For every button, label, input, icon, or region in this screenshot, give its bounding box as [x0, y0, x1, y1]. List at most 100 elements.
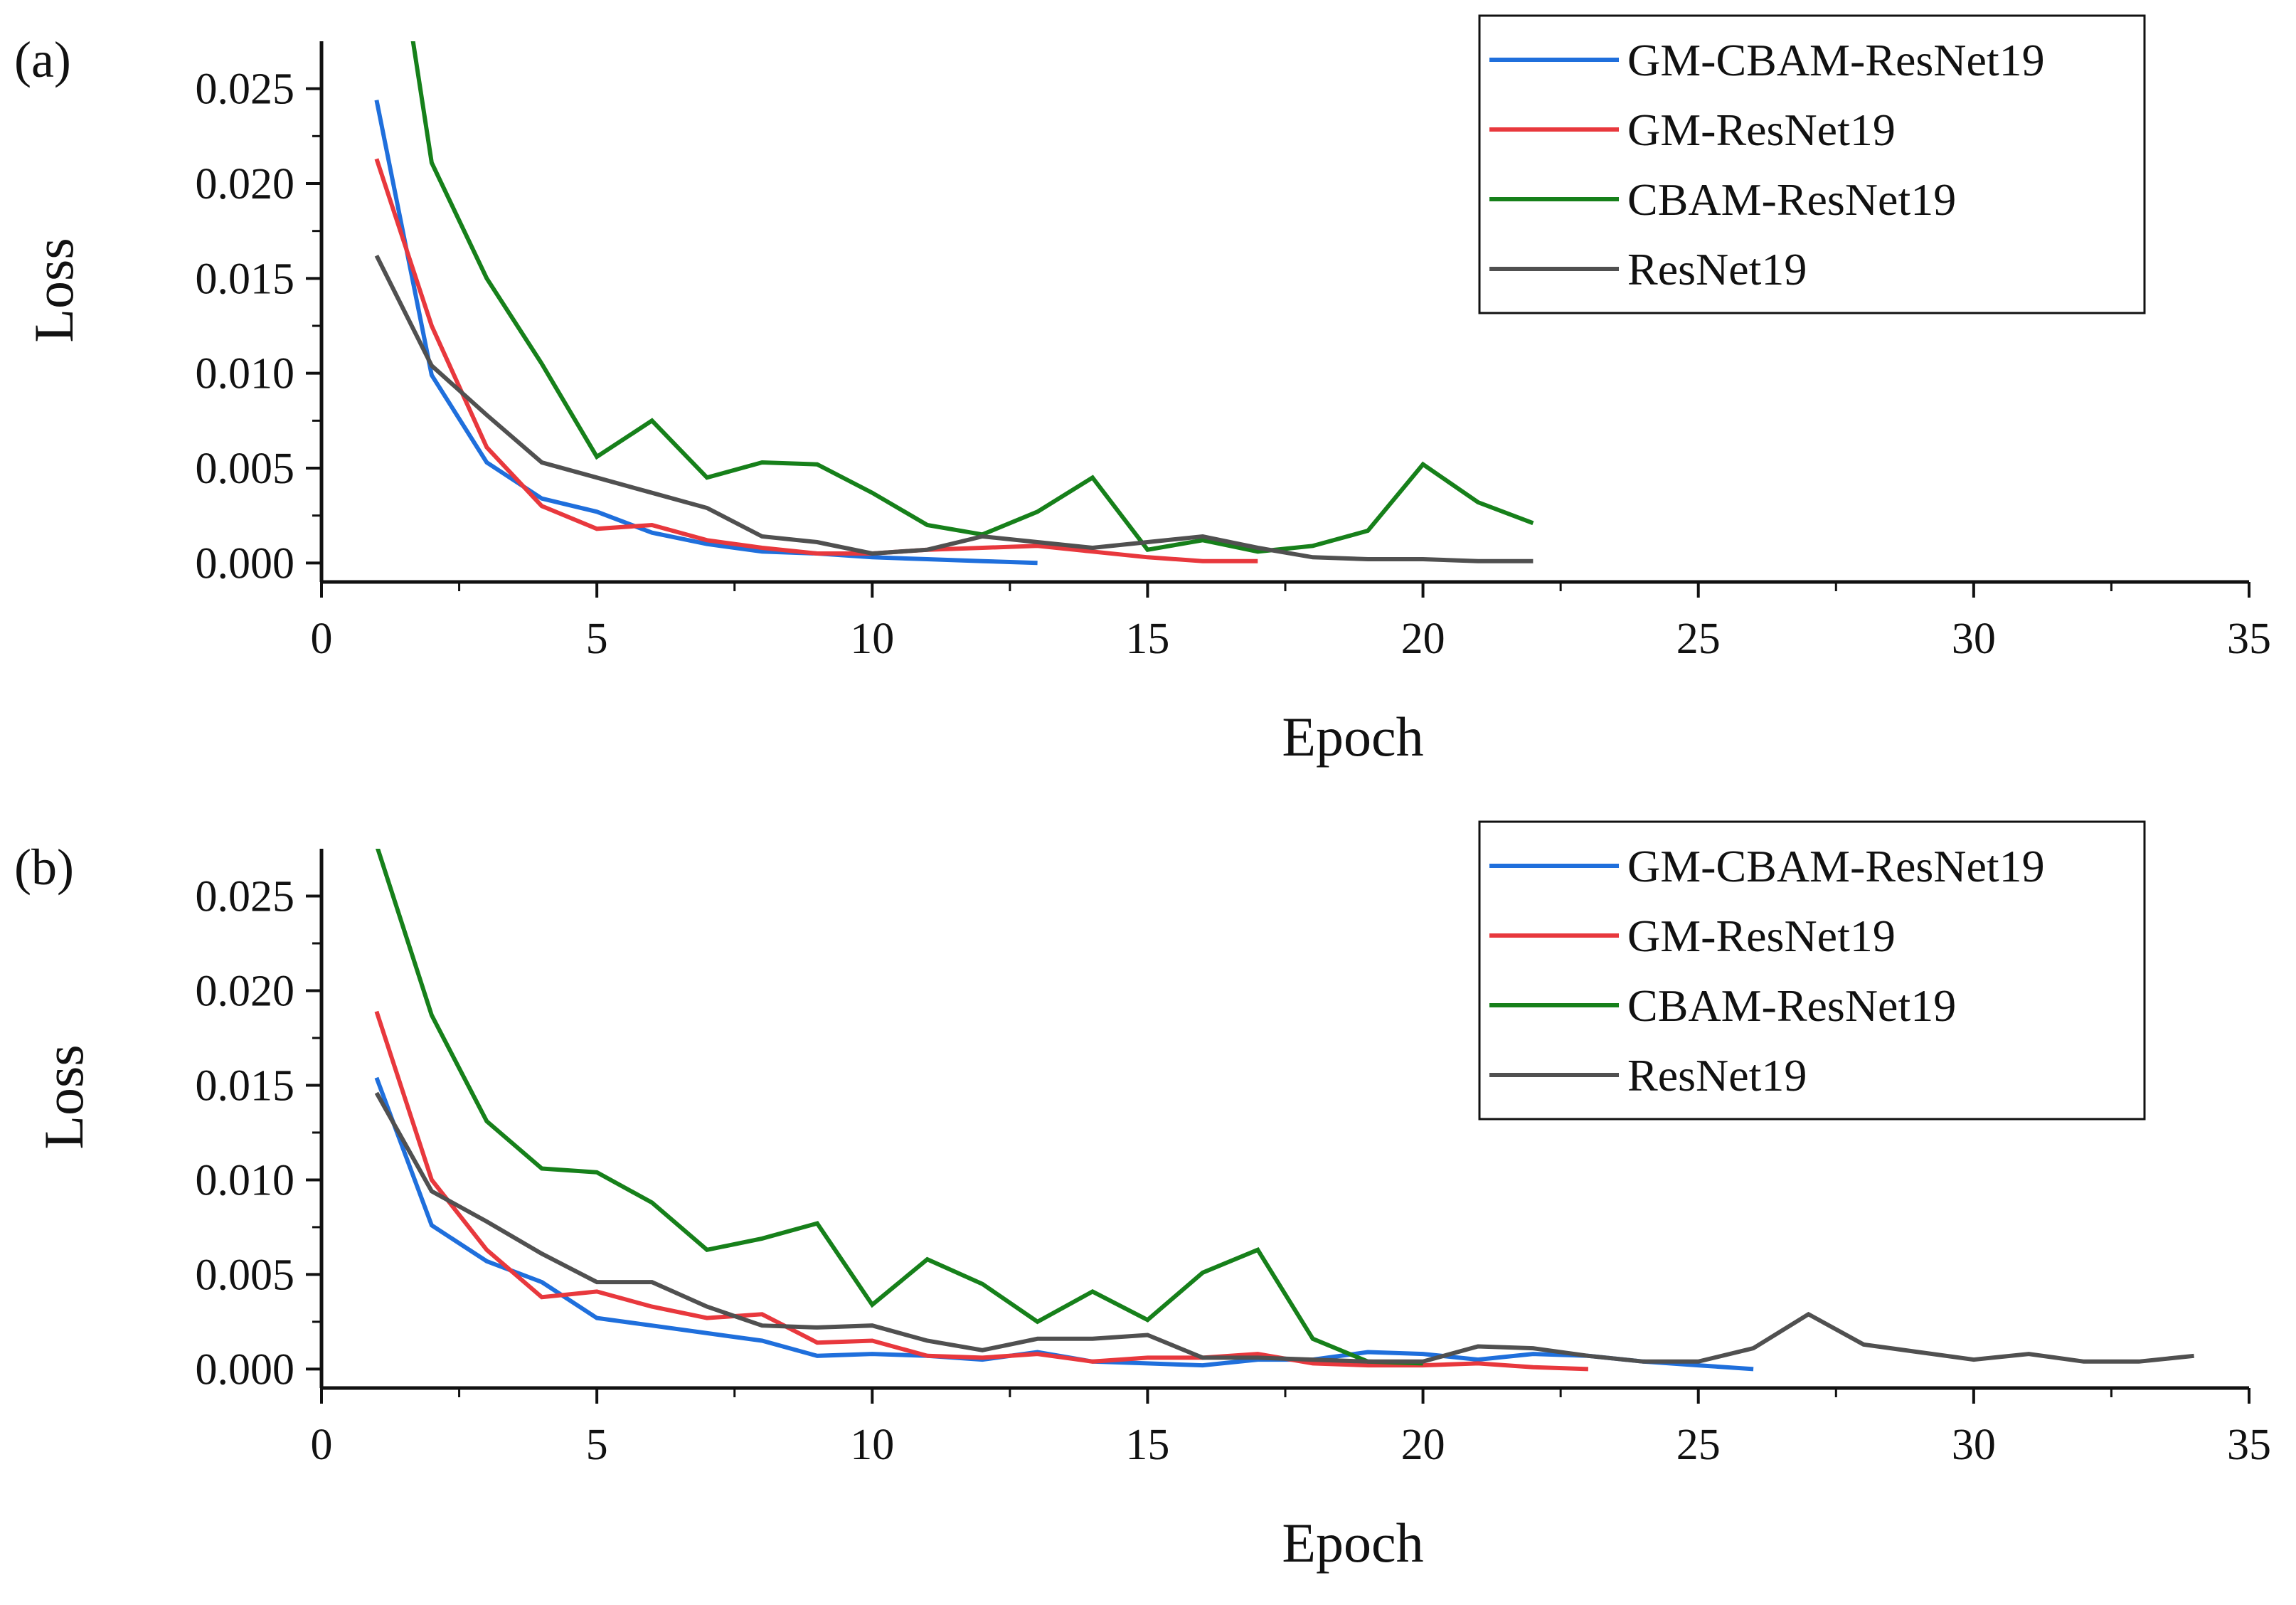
data-point-gm-resnet19: [1090, 1360, 1095, 1364]
data-point-gm-cbam-resnet19: [595, 1316, 599, 1320]
series-line-gm-resnet19: [374, 158, 1258, 563]
data-point-resnet19: [760, 1323, 764, 1328]
y-tick-label: 0.010: [196, 350, 295, 398]
x-tick-label: 10: [850, 1421, 894, 1469]
data-point-resnet19: [1201, 1355, 1205, 1360]
legend-label-cbam-resnet19: CBAM-ResNet19: [1627, 174, 1956, 225]
data-point-cbam-resnet19: [1476, 500, 1480, 504]
x-tick-label: 25: [1676, 615, 1721, 663]
data-point-gm-cbam-resnet19: [870, 1352, 874, 1356]
data-point-resnet19: [374, 253, 378, 258]
data-point-gm-cbam-resnet19: [430, 373, 434, 377]
x-tick-label: 15: [1125, 1421, 1169, 1469]
data-point-gm-cbam-resnet19: [430, 1223, 434, 1227]
data-point-cbam-resnet19: [705, 1248, 709, 1252]
data-point-gm-cbam-resnet19: [760, 1339, 764, 1343]
data-point-resnet19: [2192, 1354, 2196, 1358]
data-point-cbam-resnet19: [925, 1257, 930, 1261]
plot-area: [374, 41, 1535, 566]
data-point-gm-cbam-resnet19: [1145, 1361, 1149, 1365]
data-point-gm-resnet19: [430, 1177, 434, 1182]
data-point-gm-resnet19: [374, 1010, 378, 1014]
data-point-resnet19: [484, 413, 489, 417]
y-tick-label: 0.010: [196, 1156, 295, 1204]
data-point-gm-resnet19: [1531, 1365, 1535, 1370]
series-line-resnet19: [374, 1091, 2194, 1364]
data-point-gm-resnet19: [374, 157, 378, 161]
data-point-cbam-resnet19: [430, 161, 434, 165]
series-line-cbam-resnet19: [410, 41, 1534, 554]
data-point-gm-resnet19: [705, 1316, 709, 1320]
data-point-cbam-resnet19: [1145, 1318, 1149, 1322]
data-point-gm-resnet19: [540, 1295, 544, 1299]
data-point-gm-cbam-resnet19: [1696, 1363, 1701, 1367]
data-point-gm-cbam-resnet19: [980, 559, 984, 563]
data-point-cbam-resnet19: [815, 1222, 819, 1226]
data-point-gm-resnet19: [980, 1355, 984, 1360]
data-point-gm-cbam-resnet19: [1476, 1357, 1480, 1362]
data-point-resnet19: [1311, 555, 1315, 559]
legend-label-gm-cbam-resnet19: GM-CBAM-ResNet19: [1627, 35, 2045, 85]
data-point-resnet19: [1090, 1337, 1095, 1341]
data-point-gm-resnet19: [650, 523, 654, 527]
data-point-resnet19: [1586, 1354, 1590, 1358]
data-point-gm-resnet19: [430, 324, 434, 328]
data-point-resnet19: [2026, 1352, 2031, 1356]
legend-box: [1478, 820, 2146, 1121]
chart-panel-b: 0 5 10 15 20 25 30 35 0.000 0.005 0.010 0.015 0.020 0…: [14, 820, 2271, 1574]
x-tick-label: 5: [586, 1421, 608, 1469]
data-point-gm-resnet19: [595, 526, 599, 531]
data-point-resnet19: [1090, 546, 1095, 550]
data-point-resnet19: [1972, 1357, 1976, 1362]
y-tick-label: 0.020: [196, 967, 295, 1015]
plot-area: [374, 843, 2196, 1372]
data-point-gm-resnet19: [705, 538, 709, 542]
data-point-cbam-resnet19: [1090, 1289, 1095, 1293]
x-tick-label: 15: [1125, 615, 1169, 663]
legend-label-resnet19: ResNet19: [1627, 1050, 1807, 1101]
data-point-resnet19: [1366, 1360, 1370, 1364]
data-point-cbam-resnet19: [374, 843, 378, 847]
data-point-cbam-resnet19: [870, 491, 874, 495]
data-point-cbam-resnet19: [1036, 1320, 1040, 1324]
data-point-resnet19: [484, 1219, 489, 1224]
legend-label-resnet19: ResNet19: [1627, 244, 1807, 295]
x-tick-label: 35: [2227, 615, 2271, 663]
data-point-resnet19: [925, 1339, 930, 1343]
data-point-cbam-resnet19: [1531, 521, 1535, 525]
data-point-gm-cbam-resnet19: [925, 557, 930, 561]
data-point-resnet19: [1696, 1360, 1701, 1364]
data-point-resnet19: [870, 1323, 874, 1328]
data-point-resnet19: [705, 1305, 709, 1309]
x-tick-label: 35: [2227, 1421, 2271, 1469]
x-axis-title: Epoch: [1282, 706, 1423, 768]
data-point-gm-cbam-resnet19: [374, 1076, 378, 1080]
data-point-cbam-resnet19: [925, 523, 930, 527]
data-point-gm-resnet19: [1036, 1352, 1040, 1356]
data-point-cbam-resnet19: [650, 418, 654, 423]
panel-label: (a): [14, 31, 71, 88]
chart-panel-a: 0 5 10 15 20 25 30 35 0.000 0.005 0.010 0.015 0.020 0…: [14, 14, 2271, 768]
data-point-gm-cbam-resnet19: [705, 1331, 709, 1335]
data-point-cbam-resnet19: [430, 1013, 434, 1017]
data-point-cbam-resnet19: [980, 1282, 984, 1286]
data-point-gm-resnet19: [1255, 1352, 1260, 1356]
data-point-cbam-resnet19: [540, 361, 544, 366]
y-axis-title: Loss: [23, 238, 85, 342]
data-point-resnet19: [1807, 1312, 1811, 1316]
data-point-resnet19: [650, 491, 654, 495]
data-point-cbam-resnet19: [1036, 509, 1040, 514]
data-point-resnet19: [1145, 540, 1149, 544]
data-point-gm-cbam-resnet19: [1531, 1352, 1535, 1356]
x-tick-label: 10: [850, 615, 894, 663]
data-point-resnet19: [430, 364, 434, 368]
data-point-resnet19: [2082, 1360, 2086, 1364]
data-point-gm-resnet19: [650, 1305, 654, 1309]
data-point-gm-resnet19: [980, 546, 984, 550]
series-line-gm-cbam-resnet19: [374, 100, 1038, 566]
data-point-cbam-resnet19: [1311, 1337, 1315, 1341]
y-tick-label: 0.005: [196, 1251, 295, 1299]
data-point-resnet19: [1036, 540, 1040, 544]
data-point-gm-resnet19: [1201, 559, 1205, 563]
